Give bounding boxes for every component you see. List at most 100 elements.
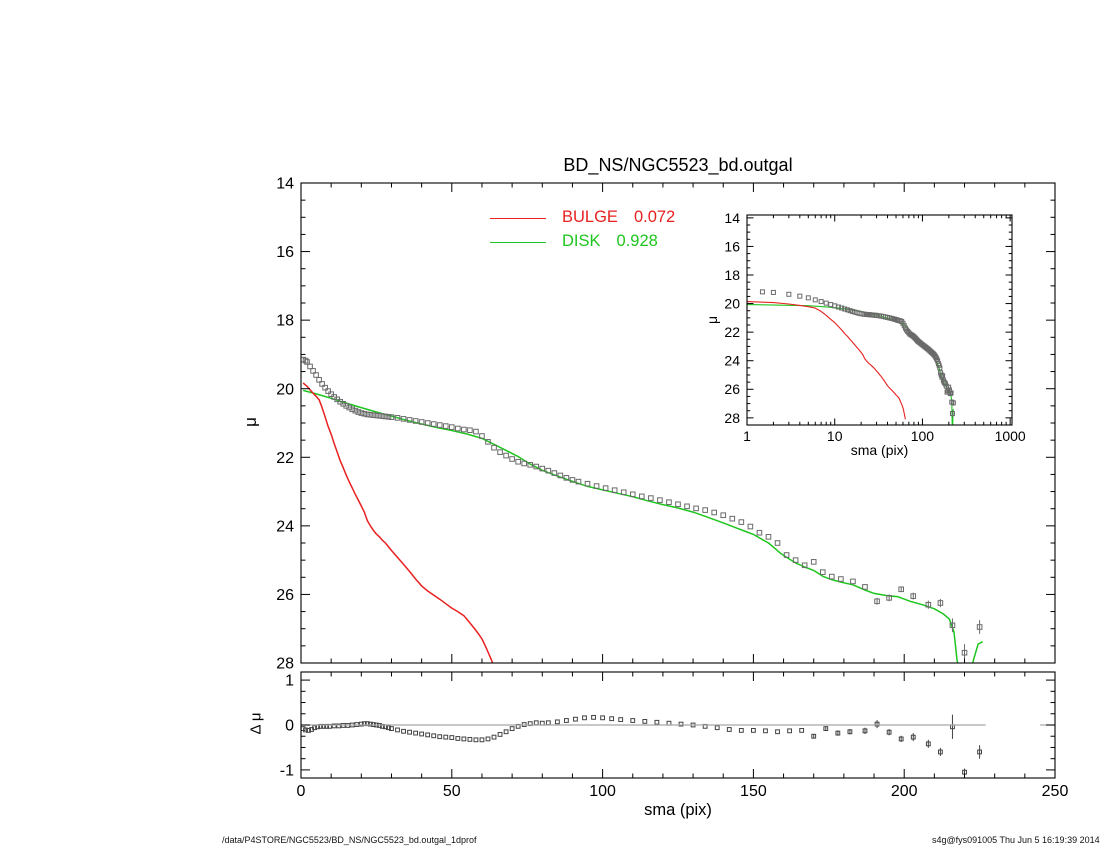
y-tick-label: 14 — [276, 176, 294, 193]
inset-x-axis-title: sma (pix) — [850, 442, 909, 458]
residual-marker — [431, 733, 437, 739]
residual-marker — [811, 733, 817, 739]
residual-marker — [910, 734, 916, 740]
observed-marker — [925, 601, 932, 608]
observed-marker — [666, 499, 672, 505]
observed-marker — [373, 412, 380, 419]
observed-marker — [684, 503, 690, 510]
residual-marker — [618, 717, 624, 723]
bulge-line-swatch — [490, 218, 546, 219]
residual-marker — [678, 721, 684, 727]
residual-marker — [367, 721, 373, 727]
observed-marker — [400, 416, 407, 422]
residual-marker — [461, 736, 467, 742]
y-tick-label: 22 — [276, 450, 294, 467]
observed-marker — [648, 495, 654, 501]
observed-marker — [729, 515, 736, 522]
residual-marker — [898, 736, 904, 742]
observed-marker — [316, 377, 322, 383]
residual-marker — [455, 736, 461, 741]
observed-marker — [711, 509, 717, 516]
y-tick-label: 0 — [285, 718, 294, 735]
x-tick-label: 250 — [1042, 783, 1069, 800]
observed-marker — [367, 411, 374, 418]
observed-marker — [557, 472, 564, 479]
residual-marker — [564, 718, 569, 723]
observed-marker — [829, 573, 835, 580]
observed-marker — [370, 412, 377, 418]
disk-line-swatch — [490, 242, 546, 243]
observed-marker — [310, 368, 316, 374]
legend-entry-disk: DISK 0.928 — [562, 232, 658, 251]
bulge-curve — [302, 382, 494, 663]
residual-marker — [401, 728, 406, 734]
observed-marker — [818, 299, 824, 305]
residual-marker — [642, 719, 648, 724]
residual-marker — [874, 721, 880, 727]
chart-title: BD_NS/NGC5523_bd.outgal — [563, 155, 793, 175]
residual-marker — [654, 719, 660, 725]
x-tick-label: 100 — [911, 428, 935, 444]
observed-marker — [770, 289, 776, 295]
main-plot-area — [301, 356, 983, 663]
observed-marker — [424, 420, 431, 426]
y-tick-label: 16 — [276, 244, 294, 261]
residual-marker — [407, 729, 412, 735]
observed-marker — [319, 381, 325, 387]
residual-marker — [925, 741, 931, 747]
observed-marker — [503, 452, 509, 459]
residual-marker — [591, 714, 596, 720]
residual-marker — [509, 726, 515, 731]
observed-marker — [805, 295, 811, 301]
residual-marker — [449, 735, 455, 740]
observed-marker — [819, 569, 826, 575]
observed-marker — [533, 463, 540, 470]
residual-marker — [301, 726, 306, 731]
observed-marker — [731, 289, 735, 293]
observed-marker — [862, 584, 868, 590]
shared-x-axis-title: sma (pix) — [644, 801, 712, 819]
observed-marker — [343, 403, 350, 409]
observed-marker — [765, 534, 772, 540]
observed-marker — [379, 413, 386, 419]
observed-marker — [629, 491, 636, 498]
legend-value-disk: 0.928 — [616, 232, 658, 250]
x-tick-label: 1000 — [995, 428, 1026, 444]
observed-marker — [759, 289, 765, 295]
residual-marker — [467, 736, 473, 742]
observed-points — [301, 356, 983, 662]
y-tick-label: -1 — [280, 763, 294, 780]
observed-marker — [838, 576, 844, 582]
inset-plot-area — [731, 289, 956, 425]
residual-marker — [823, 726, 829, 731]
residual-marker — [389, 726, 394, 731]
inset-y-axis-title: μ — [704, 315, 720, 325]
residual-marker — [545, 720, 551, 726]
observed-marker — [385, 414, 392, 420]
y-tick-label: 16 — [724, 238, 740, 254]
y-tick-label: 18 — [276, 313, 294, 330]
observed-marker — [302, 357, 309, 364]
footer-user-timestamp: s4g@fys091005 Thu Jun 5 16:19:39 2014 — [932, 835, 1100, 845]
observed-marker — [497, 449, 503, 455]
observed-marker — [602, 485, 609, 491]
residual-marker — [533, 720, 539, 726]
observed-marker — [461, 426, 467, 433]
bulge-curve — [747, 301, 906, 420]
residual-marker — [413, 730, 419, 736]
observed-marker — [639, 493, 645, 500]
observed-marker — [976, 624, 983, 630]
residual-marker — [395, 727, 400, 733]
main-y-axis-title: μ — [241, 417, 260, 427]
residual-marker — [437, 734, 443, 740]
residual-marker — [443, 734, 449, 740]
y-tick-label: 22 — [724, 324, 740, 340]
observed-marker — [611, 487, 618, 493]
residual-marker — [835, 730, 841, 736]
observed-marker — [593, 483, 600, 489]
observed-marker — [355, 409, 362, 415]
residual-marker — [479, 737, 485, 743]
residual-marker — [473, 737, 479, 743]
observed-marker — [797, 293, 803, 299]
footer-file-path: /data/P4STORE/NGC5523/BD_NS/NGC5523_bd.o… — [222, 835, 477, 845]
